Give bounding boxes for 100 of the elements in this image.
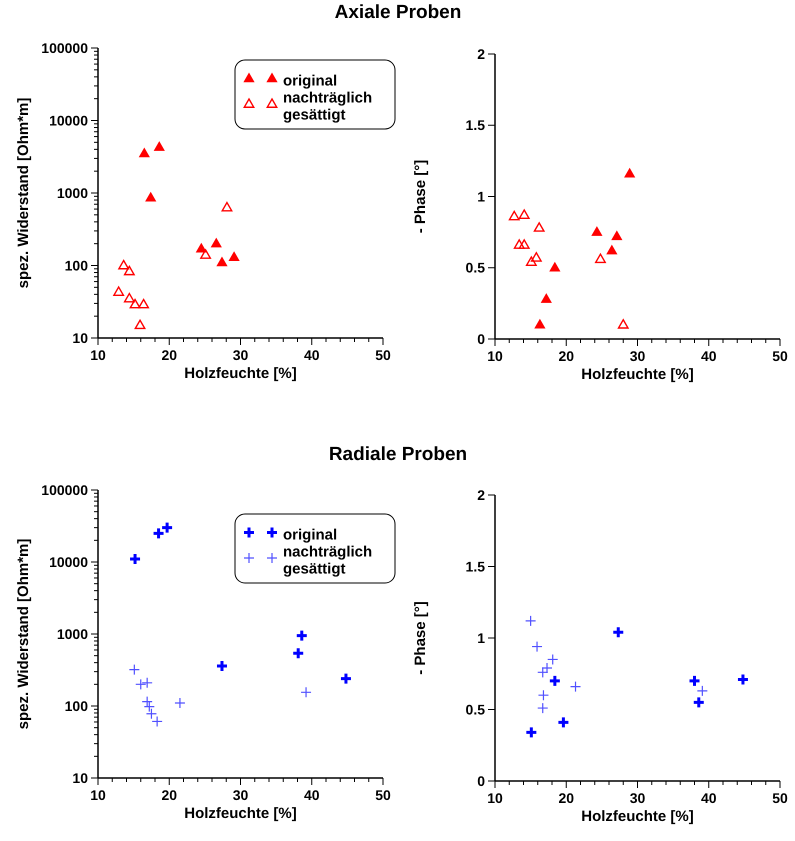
y-axis-title: - Phase [°]: [412, 160, 429, 234]
point: [612, 230, 622, 240]
x-axis-title: Holzfeuchte [%]: [581, 366, 694, 383]
point: [154, 142, 165, 151]
x-tick-label: 10: [487, 348, 503, 364]
point: [174, 697, 186, 709]
point: [228, 252, 240, 261]
point: [200, 249, 212, 259]
point: [692, 696, 706, 709]
y-tick-label: 0: [477, 772, 486, 789]
point: [222, 202, 232, 212]
x-tick-label: 50: [772, 348, 788, 364]
y-tick-label: 1000: [56, 184, 88, 201]
point: [525, 615, 536, 626]
point: [152, 526, 166, 540]
x-tick-label: 50: [375, 787, 391, 803]
x-tick-label: 30: [232, 787, 248, 803]
point: [624, 168, 635, 178]
point: [550, 262, 560, 272]
point: [548, 674, 562, 688]
point: [124, 266, 135, 276]
y-axis-title: - Phase [°]: [412, 601, 429, 675]
y-tick-label: 10000: [49, 112, 88, 128]
point: [292, 646, 305, 660]
y-tick-label: 0: [477, 330, 486, 347]
point: [538, 690, 550, 701]
legend-label: original: [283, 526, 338, 544]
point: [541, 294, 552, 303]
chart-title: Radiale Proben: [328, 444, 468, 465]
y-axis-title: spez. Widerstand [Ohm*m]: [15, 538, 32, 730]
y-tick-label: 1: [477, 188, 486, 204]
y-tick-label: 1: [477, 630, 486, 646]
x-axis-title: Holzfeuchte [%]: [581, 808, 694, 825]
point: [211, 238, 222, 248]
x-tick-label: 20: [161, 787, 178, 803]
legend-label: nachträglich gesättigt: [283, 90, 372, 124]
legend-label: original: [283, 72, 338, 90]
x-axis-title: Holzfeuchte [%]: [184, 365, 297, 382]
y-tick-label: 100000: [41, 40, 88, 56]
x-tick-label: 30: [630, 790, 646, 806]
x-tick-label: 50: [375, 347, 391, 363]
point: [534, 222, 545, 232]
point: [138, 298, 150, 308]
point: [547, 654, 558, 666]
point: [612, 626, 625, 639]
point: [537, 702, 548, 714]
point: [145, 192, 156, 202]
x-axis-title: Holzfeuchte [%]: [184, 805, 297, 822]
y-tick-label: 1000: [56, 626, 88, 642]
x-tick-label: 30: [630, 348, 646, 364]
y-tick-label: 100: [64, 698, 88, 714]
point: [541, 662, 553, 674]
point: [537, 666, 548, 678]
y-tick-label: 2: [477, 486, 486, 503]
point: [139, 148, 150, 158]
point: [526, 256, 537, 266]
point: [216, 257, 228, 266]
x-tick-label: 30: [232, 347, 248, 363]
x-tick-label: 10: [90, 347, 106, 363]
y-tick-label: 1.5: [466, 558, 486, 574]
point: [128, 552, 142, 566]
y-tick-label: 0.5: [466, 701, 486, 718]
point: [134, 320, 146, 330]
y-axis-title: spez. Widerstand [Ohm*m]: [15, 98, 32, 288]
y-tick-label: 100000: [41, 482, 88, 498]
point: [118, 260, 130, 270]
point: [300, 686, 312, 698]
point: [128, 664, 140, 676]
x-tick-label: 10: [487, 790, 503, 806]
y-tick-label: 10: [72, 770, 88, 786]
point: [142, 677, 153, 688]
x-tick-label: 40: [304, 347, 320, 363]
point: [570, 681, 582, 692]
point: [618, 319, 629, 329]
point: [531, 640, 543, 652]
y-tick-label: 2: [477, 46, 486, 62]
point: [196, 243, 207, 253]
x-tick-label: 10: [90, 787, 106, 803]
point: [514, 239, 525, 249]
point: [606, 245, 618, 254]
point: [124, 292, 135, 303]
point: [339, 672, 352, 686]
point: [592, 226, 602, 236]
chart-title: Axiale Proben: [334, 2, 462, 23]
point: [530, 252, 542, 262]
x-tick-label: 40: [304, 787, 320, 803]
point: [595, 254, 606, 264]
point: [696, 685, 708, 697]
x-tick-label: 50: [772, 790, 788, 806]
y-tick-label: 10: [72, 330, 88, 346]
point: [135, 678, 146, 690]
legend-label: nachträglich gesättigt: [283, 544, 372, 578]
y-tick-label: 10000: [49, 554, 88, 570]
point: [295, 629, 308, 642]
y-tick-label: 1.5: [466, 117, 486, 134]
point: [518, 239, 530, 249]
x-tick-label: 20: [558, 790, 574, 806]
x-tick-label: 40: [700, 348, 717, 364]
y-tick-label: 0.5: [466, 260, 486, 276]
y-tick-label: 100: [64, 257, 88, 274]
